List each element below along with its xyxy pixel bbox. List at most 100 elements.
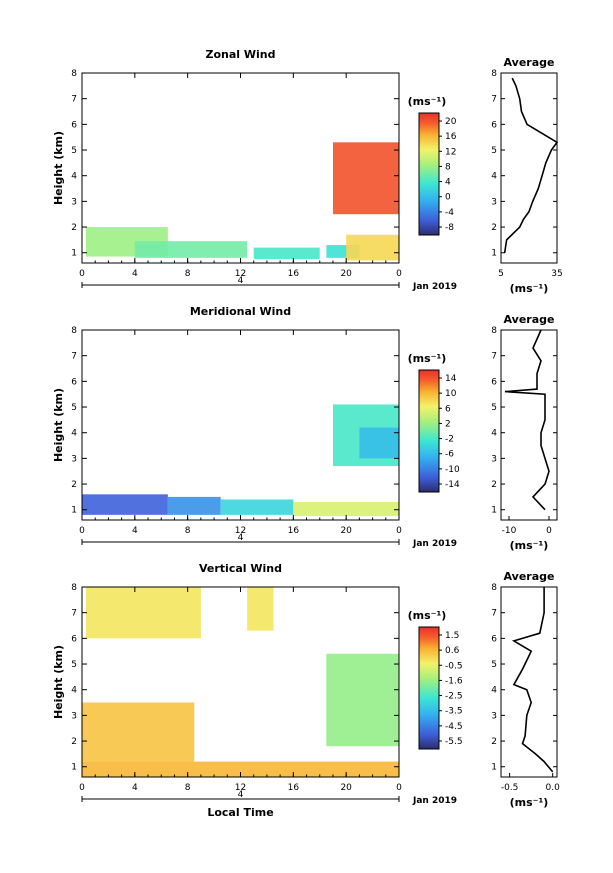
colorbar-tick-label: 6 [445, 404, 451, 414]
colorbar-tick-label: 20 [445, 117, 457, 127]
x-tick-label: 12 [235, 269, 246, 279]
average-y-tick-label: 6 [491, 120, 497, 130]
average-y-tick-label: 8 [491, 583, 497, 593]
heatmap-region-1 [82, 761, 399, 777]
average-y-tick-label: 4 [491, 686, 497, 696]
average-x-tick-label: 0.0 [546, 783, 561, 793]
average-profile-line [511, 587, 554, 773]
x-tick-label: 20 [340, 526, 352, 536]
y-axis-label: Height (km) [52, 645, 65, 719]
x-tick-label: 0 [79, 269, 85, 279]
colorbar-tick-label: -2 [445, 435, 454, 445]
date-label: Jan 2019 [412, 539, 457, 549]
y-tick-label: 4 [71, 429, 77, 439]
heatmap-cells [82, 587, 399, 777]
x-tick-label: 4 [132, 526, 138, 536]
colorbar-unit: (ms⁻¹) [408, 609, 447, 622]
x-tick-label: 4 [132, 783, 138, 793]
chart-title: Vertical Wind [199, 562, 282, 575]
y-tick-label: 5 [71, 403, 77, 413]
average-profile-line [503, 77, 559, 253]
colorbar-tick-label: 4 [445, 178, 451, 188]
y-tick-label: 8 [71, 326, 77, 336]
average-frame [500, 329, 558, 521]
chart-title: Zonal Wind [206, 48, 276, 61]
colorbar-tick-label: 16 [445, 132, 457, 142]
heatmap-region-2 [134, 241, 248, 258]
heatmap-region-6 [332, 142, 399, 215]
colorbar [418, 626, 440, 750]
colorbar-tick-label: -0.5 [445, 661, 463, 671]
x-tick-label: 0 [79, 526, 85, 536]
x-axis-label: Local Time [207, 806, 273, 819]
x-tick-label: 8 [185, 526, 191, 536]
heatmap-region-4 [247, 587, 274, 631]
x-tick-label: 0 [79, 783, 85, 793]
chart-title: Meridional Wind [190, 305, 291, 318]
average-x-tick-label: -0.5 [501, 783, 519, 793]
y-tick-label: 8 [71, 583, 77, 593]
colorbar-tick-label: 1.5 [445, 631, 459, 641]
average-y-tick-label: 2 [491, 223, 497, 233]
colorbar-tick-label: -14 [445, 480, 460, 490]
y-tick-label: 7 [71, 609, 77, 619]
average-x-label: (ms⁻¹) [510, 282, 549, 295]
colorbar-unit: (ms⁻¹) [408, 95, 447, 108]
average-x-label: (ms⁻¹) [510, 539, 549, 552]
x-tick-label: 0 [396, 783, 402, 793]
average-y-tick-label: 1 [491, 249, 497, 259]
average-y-tick-label: 5 [491, 146, 497, 156]
average-profile-line [504, 329, 550, 511]
heatmap-region-3 [253, 247, 320, 260]
day-label: 4 [238, 533, 244, 543]
average-x-tick-label: 5 [498, 269, 504, 279]
day-label: 4 [238, 276, 244, 286]
x-tick-label: 16 [288, 269, 300, 279]
colorbar-tick-label: -10 [445, 465, 460, 475]
heatmap-region-2 [167, 496, 221, 515]
y-tick-label: 5 [71, 146, 77, 156]
average-y-tick-label: 5 [491, 403, 497, 413]
y-tick-label: 2 [71, 737, 77, 747]
x-tick-label: 4 [132, 269, 138, 279]
x-tick-label: 16 [288, 783, 300, 793]
y-tick-label: 6 [71, 634, 77, 644]
colorbar-tick-label: -4 [445, 208, 454, 218]
average-y-tick-label: 7 [491, 352, 497, 362]
colorbar-tick-label: 10 [445, 389, 457, 399]
average-y-tick-label: 3 [491, 197, 497, 207]
y-tick-label: 2 [71, 223, 77, 233]
x-tick-label: 20 [340, 269, 352, 279]
y-tick-label: 6 [71, 120, 77, 130]
average-y-tick-label: 4 [491, 429, 497, 439]
heatmap-region-2 [82, 702, 195, 762]
x-tick-label: 0 [396, 269, 402, 279]
y-axis-label: Height (km) [52, 131, 65, 205]
average-frame [500, 72, 558, 264]
x-tick-label: 12 [235, 783, 246, 793]
average-y-tick-label: 2 [491, 737, 497, 747]
average-y-tick-label: 3 [491, 454, 497, 464]
average-x-label: (ms⁻¹) [510, 796, 549, 809]
day-label: 4 [238, 790, 244, 800]
y-tick-label: 5 [71, 660, 77, 670]
heatmap-region-6 [359, 427, 399, 459]
heatmap-region-3 [85, 587, 201, 639]
heatmap-region-4 [293, 502, 399, 517]
colorbar-tick-label: 0 [445, 193, 451, 203]
colorbar-tick-label: -8 [445, 223, 454, 233]
y-tick-label: 1 [71, 506, 77, 516]
colorbar-tick-label: 12 [445, 147, 456, 157]
y-tick-label: 4 [71, 686, 77, 696]
x-tick-label: 8 [185, 783, 191, 793]
y-axis-label: Height (km) [52, 388, 65, 462]
x-tick-label: 8 [185, 269, 191, 279]
y-tick-label: 2 [71, 480, 77, 490]
heatmap-region-5 [346, 234, 399, 261]
average-y-tick-label: 7 [491, 609, 497, 619]
average-y-tick-label: 1 [491, 763, 497, 773]
y-tick-label: 1 [71, 249, 77, 259]
average-title: Average [504, 313, 555, 326]
average-y-tick-label: 8 [491, 69, 497, 79]
